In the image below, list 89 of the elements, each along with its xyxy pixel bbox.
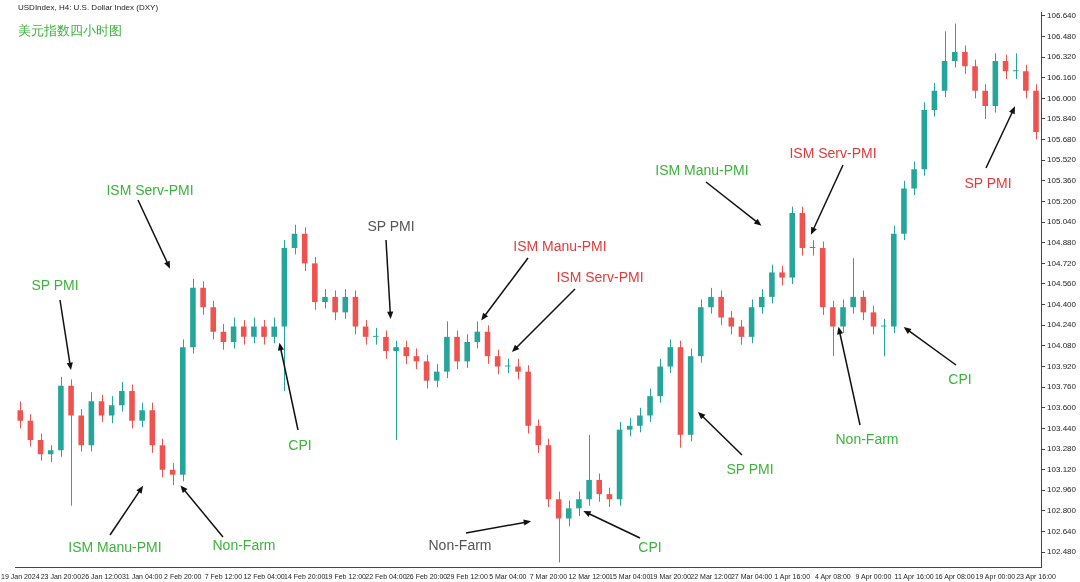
candlestick	[403, 340, 410, 365]
candlestick	[423, 354, 430, 389]
candlestick	[17, 400, 24, 429]
annotation: CPI	[948, 371, 972, 387]
candlestick	[840, 298, 846, 334]
candlestick	[251, 317, 257, 344]
annotation: ISM Serv-PMI	[106, 182, 194, 198]
candlestick	[667, 338, 674, 374]
candlestick	[271, 317, 277, 344]
annotation: Non-Farm	[428, 537, 492, 553]
candlestick	[962, 45, 968, 75]
y-tick-label: 105.040	[1047, 217, 1077, 227]
y-tick-label: 105.840	[1047, 114, 1077, 124]
candlestick	[576, 491, 582, 517]
candlestick	[758, 288, 765, 315]
y-tick-label: 104.400	[1047, 299, 1077, 309]
candlestick	[1023, 64, 1029, 99]
candlestick	[982, 83, 989, 120]
y-tick-label: 103.760	[1047, 382, 1077, 392]
candlestick	[433, 363, 440, 388]
y-tick-label: 104.720	[1047, 258, 1077, 268]
candlestick	[637, 407, 643, 433]
candlestick	[383, 329, 389, 360]
candlestick	[870, 305, 877, 335]
y-tick-label: 104.240	[1047, 320, 1077, 330]
candlestick	[911, 161, 917, 196]
y-tick-label: 106.000	[1047, 93, 1077, 103]
y-tick-label: 105.360	[1047, 176, 1077, 186]
y-tick-label: 102.800	[1047, 506, 1077, 516]
annotation: Non-Farm	[212, 537, 276, 553]
y-tick-label: 102.640	[1047, 526, 1077, 536]
y-tick-label: 105.200	[1047, 196, 1077, 206]
y-tick-label: 106.640	[1047, 11, 1077, 21]
candlestick	[119, 381, 125, 413]
candlestick	[779, 265, 785, 286]
candlestick	[728, 310, 735, 335]
y-tick-label: 103.600	[1047, 402, 1077, 412]
annotation: SP PMI	[964, 175, 1012, 191]
y-tick-label: 102.480	[1047, 547, 1077, 557]
candlestick	[139, 402, 145, 428]
candlestick	[718, 289, 724, 326]
candlestick	[850, 257, 856, 315]
candlestick	[372, 327, 379, 346]
annotation: CPI	[288, 437, 312, 453]
annotation: ISM Manu-PMI	[68, 539, 162, 555]
annotation: Non-Farm	[835, 431, 899, 447]
candlestick	[626, 417, 633, 437]
candlestick	[555, 491, 562, 563]
annotation: SP PMI	[726, 461, 774, 477]
candlestick	[708, 287, 714, 315]
candlestick	[393, 340, 399, 441]
candlestick	[261, 319, 267, 346]
annotation: ISM Serv-PMI	[789, 145, 877, 161]
candlestick	[535, 418, 542, 454]
candlestick	[464, 333, 470, 369]
annotation: ISM Serv-PMI	[556, 269, 644, 285]
annotation: CPI	[638, 539, 662, 555]
y-tick-label: 106.320	[1047, 52, 1077, 62]
candlestick	[240, 319, 247, 346]
y-tick-label: 103.920	[1047, 361, 1077, 371]
annotation: ISM Manu-PMI	[513, 238, 607, 254]
y-tick-label: 104.880	[1047, 237, 1077, 247]
candlestick	[332, 289, 338, 321]
chart-subtitle: USDIndex, H4: U.S. Dollar Index (DXY)	[18, 3, 159, 12]
y-tick-label: 106.160	[1047, 72, 1077, 82]
candlestick	[515, 358, 521, 380]
candlestick	[565, 500, 572, 527]
text: 美元指数四小时图	[18, 22, 122, 40]
candlestick	[322, 288, 328, 309]
y-tick-label: 103.120	[1047, 464, 1077, 474]
y-tick-label: 105.680	[1047, 134, 1077, 144]
y-tick-label: 104.080	[1047, 341, 1077, 351]
y-tick-label: 104.560	[1047, 279, 1077, 289]
annotation: SP PMI	[31, 277, 79, 293]
candlestick	[951, 23, 958, 68]
candlestick	[647, 387, 653, 423]
candlestick	[596, 473, 603, 503]
y-tick-label: 103.440	[1047, 423, 1077, 433]
candlestick	[200, 280, 206, 316]
candlestick	[494, 349, 501, 375]
annotation: SP PMI	[367, 218, 415, 234]
annotation: ISM Manu-PMI	[655, 162, 749, 178]
y-tick-label: 106.480	[1047, 31, 1077, 41]
candlestick	[830, 300, 836, 357]
candlestick	[505, 358, 511, 374]
candlestick	[586, 434, 592, 507]
y-tick-label: 102.960	[1047, 485, 1077, 495]
y-tick-label: 103.280	[1047, 444, 1077, 454]
y-tick-label: 105.520	[1047, 155, 1077, 165]
